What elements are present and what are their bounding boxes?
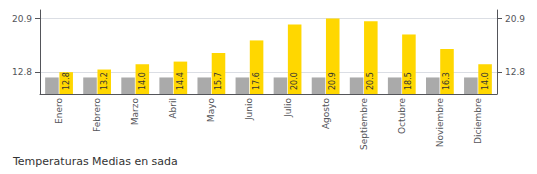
svg-text:14.4: 14.4 (176, 72, 185, 90)
svg-text:Abril: Abril (168, 98, 178, 119)
svg-text:16.3: 16.3 (442, 72, 451, 90)
svg-text:20.9: 20.9 (328, 72, 337, 90)
svg-text:Mayo: Mayo (206, 98, 216, 123)
svg-text:Noviembre: Noviembre (435, 98, 445, 148)
svg-text:Septiembre: Septiembre (359, 98, 369, 151)
svg-text:12.8: 12.8 (505, 67, 525, 77)
svg-text:17.6: 17.6 (252, 72, 261, 90)
svg-text:Enero: Enero (54, 98, 64, 124)
svg-text:20.0: 20.0 (290, 72, 299, 90)
svg-text:Febrero: Febrero (92, 98, 102, 132)
svg-text:Junio: Junio (244, 98, 254, 122)
svg-text:12.8: 12.8 (62, 72, 71, 90)
svg-text:Marzo: Marzo (130, 98, 140, 126)
svg-text:14.0: 14.0 (481, 72, 490, 90)
svg-text:20.9: 20.9 (505, 14, 525, 24)
svg-text:Agosto: Agosto (321, 98, 331, 130)
svg-text:Diciembre: Diciembre (473, 98, 483, 144)
svg-text:15.7: 15.7 (214, 72, 223, 90)
svg-text:20.9: 20.9 (12, 14, 32, 24)
svg-text:Julio: Julio (283, 98, 293, 118)
svg-text:12.8: 12.8 (12, 67, 32, 77)
svg-text:18.5: 18.5 (404, 72, 413, 90)
svg-text:20.5: 20.5 (366, 72, 375, 90)
svg-text:14.0: 14.0 (138, 72, 147, 90)
svg-text:Octubre: Octubre (397, 98, 407, 134)
svg-text:Temperaturas Medias en sada: Temperaturas Medias en sada (12, 155, 178, 168)
svg-text:13.2: 13.2 (100, 72, 109, 90)
